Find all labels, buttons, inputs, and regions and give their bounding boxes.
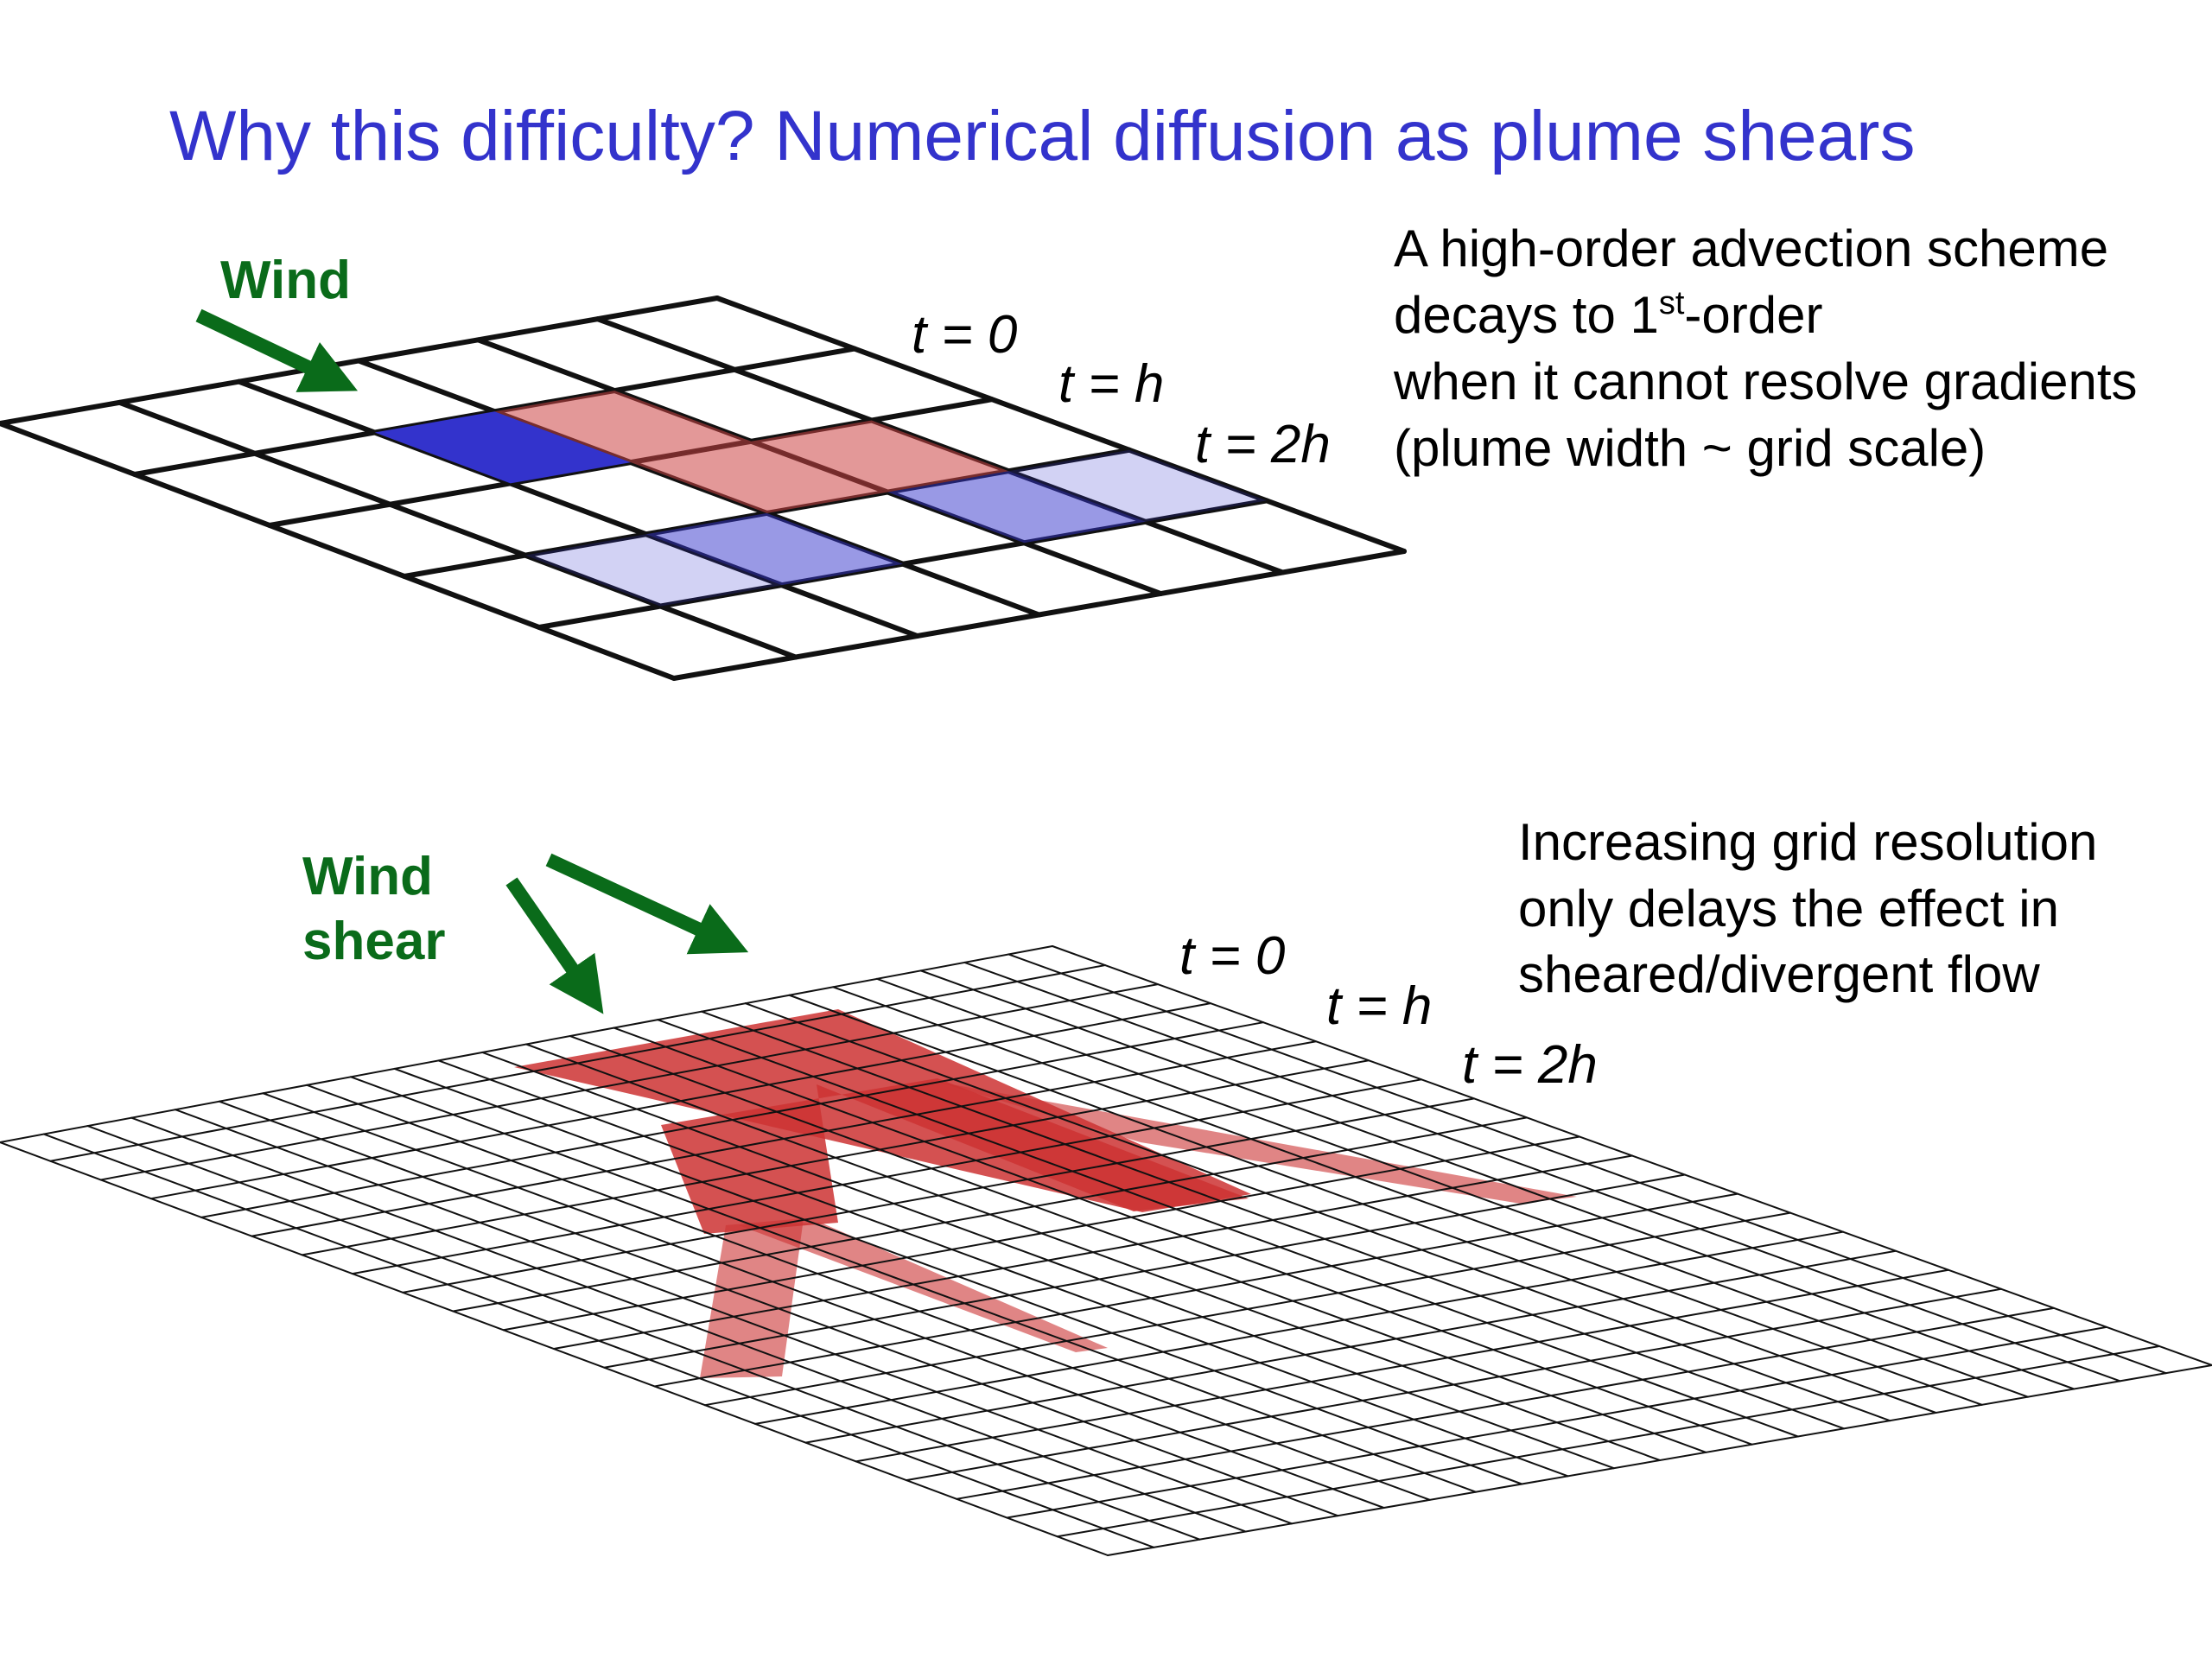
plume-cell-th-c — [645, 512, 903, 586]
top-description-line-3: when it cannot resolve gradients — [1393, 353, 2138, 410]
fine-grid — [0, 945, 2212, 1556]
bottom-description-line-1: Increasing grid resolution — [1518, 813, 2097, 871]
top-description-line-4: (plume width ~ grid scale) — [1394, 419, 1986, 477]
fine-grid-line-v12 — [603, 1173, 1686, 1369]
plume-cell-2h-c — [751, 420, 1009, 493]
coarse-grid-line-u6 — [715, 296, 1407, 554]
fine-grid-line-v13 — [653, 1192, 1738, 1388]
time-label-th-bottom: t = h — [1326, 976, 1432, 1036]
time-label-t2h-bottom: t = 2h — [1462, 1035, 1598, 1095]
fine-grid-line-v15 — [754, 1230, 1844, 1425]
wind-label: Wind — [220, 251, 351, 310]
fine-grid-line-v10 — [502, 1135, 1580, 1332]
wind-shear-arrow-shallow — [545, 853, 749, 955]
plume-cell-th-b — [1008, 449, 1267, 522]
top-description-superscript: st — [1659, 285, 1685, 321]
plume-cell-th-a — [887, 471, 1146, 543]
top-description-line-2-end: -order — [1684, 286, 1822, 344]
wind-shear-label-line-1: Wind — [302, 847, 433, 906]
bottom-description: Increasing grid resolution only delays t… — [1518, 813, 2097, 1003]
fine-grid-line-v6 — [301, 1059, 1370, 1256]
coarse-grid-line-v5 — [671, 549, 1407, 681]
plume-cell-t0 — [374, 411, 631, 484]
bottom-description-line-2: only delays the effect in — [1518, 880, 2059, 938]
wind-arrow — [195, 308, 359, 392]
coarse-grid-line-u2 — [236, 378, 920, 639]
coarse-grid-line-v0 — [0, 296, 720, 426]
fine-grid-line-v4 — [200, 1021, 1264, 1218]
fine-grid-line-v8 — [402, 1097, 1475, 1294]
fine-grid-line-v11 — [553, 1154, 1633, 1350]
coarse-grid-line-u0 — [0, 421, 677, 681]
fine-grid-line-v14 — [703, 1211, 1791, 1407]
top-description: A high-order advection scheme decays to … — [1393, 219, 2138, 477]
top-description-line-2-start: decays to 1 — [1394, 286, 1659, 344]
page-title: Why this difficulty? Numerical diffusion… — [169, 97, 1916, 175]
fine-grid-line-v3 — [149, 1002, 1211, 1200]
coarse-grid-line-u1 — [117, 399, 798, 660]
fine-grid-line-v19 — [956, 1306, 2055, 1500]
bottom-description-line-3: sheared/divergent flow — [1518, 945, 2040, 1003]
fine-grid-line-v17 — [855, 1268, 1949, 1463]
fine-grid-line-v20 — [1006, 1325, 2107, 1519]
wind-shear-label-line-2: shear — [302, 912, 445, 971]
fine-grid-line-v2 — [99, 983, 1159, 1181]
time-label-t0: t = 0 — [912, 305, 1017, 365]
fine-grid-line-v0 — [0, 945, 1053, 1143]
fine-grid-line-v1 — [49, 964, 1106, 1162]
plume-cell-2h-b — [631, 441, 888, 513]
plume-cell-2h-a — [494, 391, 752, 463]
time-label-th: t = h — [1058, 354, 1164, 414]
fine-grid-line-v5 — [251, 1040, 1317, 1237]
wind-shear-arrow-steep — [505, 877, 604, 1014]
plume-cell-th-d — [524, 534, 782, 607]
fine-grid-line-v7 — [351, 1078, 1422, 1275]
coarse-grid-line-u5 — [594, 316, 1286, 575]
top-description-line-2: decays to 1st-order — [1394, 285, 1822, 344]
fine-grid-line-v16 — [804, 1249, 1897, 1444]
plume-right-branch — [938, 1082, 1577, 1204]
fine-grid-line-v21 — [1056, 1344, 2160, 1538]
fine-grid-line-v18 — [905, 1287, 2002, 1482]
fine-grid-line-v22 — [1107, 1364, 2212, 1556]
time-label-t2h: t = 2h — [1195, 415, 1331, 474]
time-label-t0-bottom: t = 0 — [1179, 926, 1285, 986]
fine-grid-line-v9 — [452, 1116, 1528, 1313]
coarse-grid-plume-cells — [374, 391, 1267, 607]
top-description-line-1: A high-order advection scheme — [1394, 219, 2108, 277]
